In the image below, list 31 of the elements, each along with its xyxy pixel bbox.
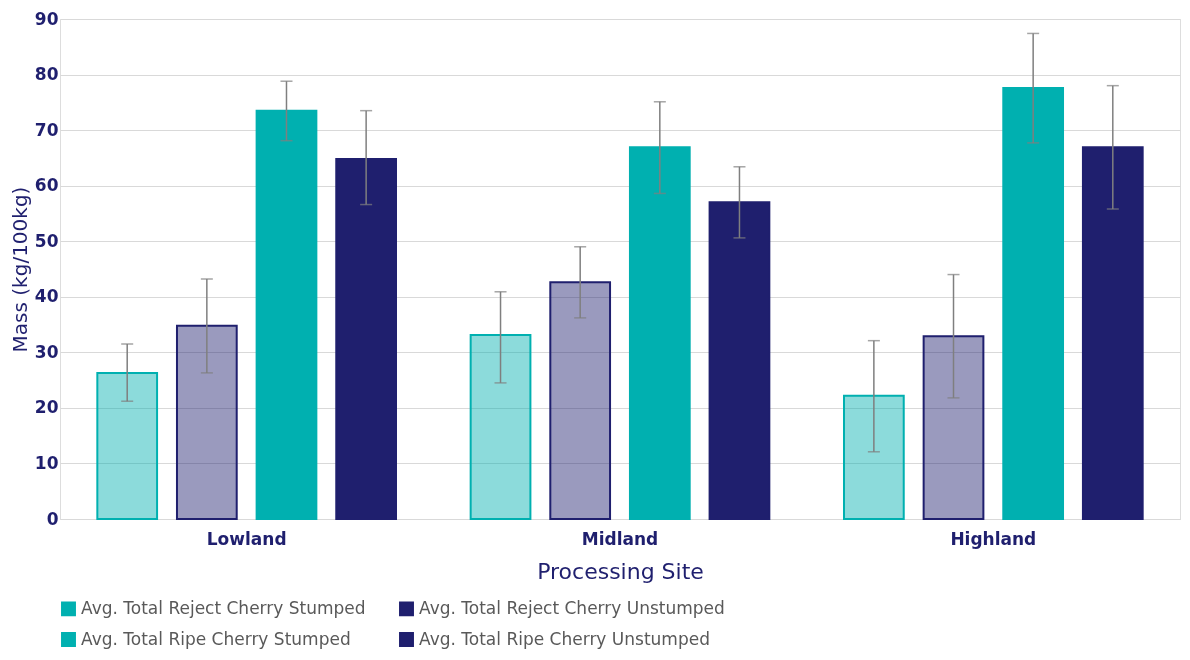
bar [628, 146, 691, 520]
y-tick-label: 40 [34, 286, 59, 307]
x-tick-label: Midland [581, 528, 659, 549]
y-tick-label: 60 [34, 175, 59, 196]
legend-label: Avg. Total Reject Cherry Unstumped [419, 597, 725, 618]
x-axis-title: Processing Site [537, 558, 704, 584]
x-tick-label: Highland [950, 528, 1037, 549]
bar [175, 324, 238, 520]
bar [708, 201, 771, 520]
y-tick-label: 50 [34, 230, 59, 251]
y-tick-label: 20 [34, 397, 59, 418]
legend-label: Avg. Total Reject Cherry Stumped [81, 597, 366, 618]
bar [549, 281, 612, 520]
bar [1002, 86, 1065, 520]
bar [96, 371, 159, 520]
y-tick-label: 10 [34, 452, 59, 473]
bar [469, 334, 532, 520]
y-tick-label: 0 [46, 508, 59, 529]
legend-label: Avg. Total Ripe Cherry Unstumped [419, 628, 710, 649]
bar [1081, 146, 1144, 520]
y-tick-label: 80 [34, 64, 59, 85]
bar [922, 335, 985, 520]
y-tick-label: 30 [34, 341, 59, 362]
y-tick-label: 70 [34, 119, 59, 140]
bar [335, 158, 397, 520]
bar [255, 109, 318, 520]
x-tick-label: Lowland [206, 528, 287, 549]
bar [843, 394, 905, 520]
legend-label: Avg. Total Ripe Cherry Stumped [81, 628, 351, 649]
y-tick-label: 90 [34, 8, 59, 29]
y-axis-title: Mass (kg/100kg) [7, 186, 32, 353]
